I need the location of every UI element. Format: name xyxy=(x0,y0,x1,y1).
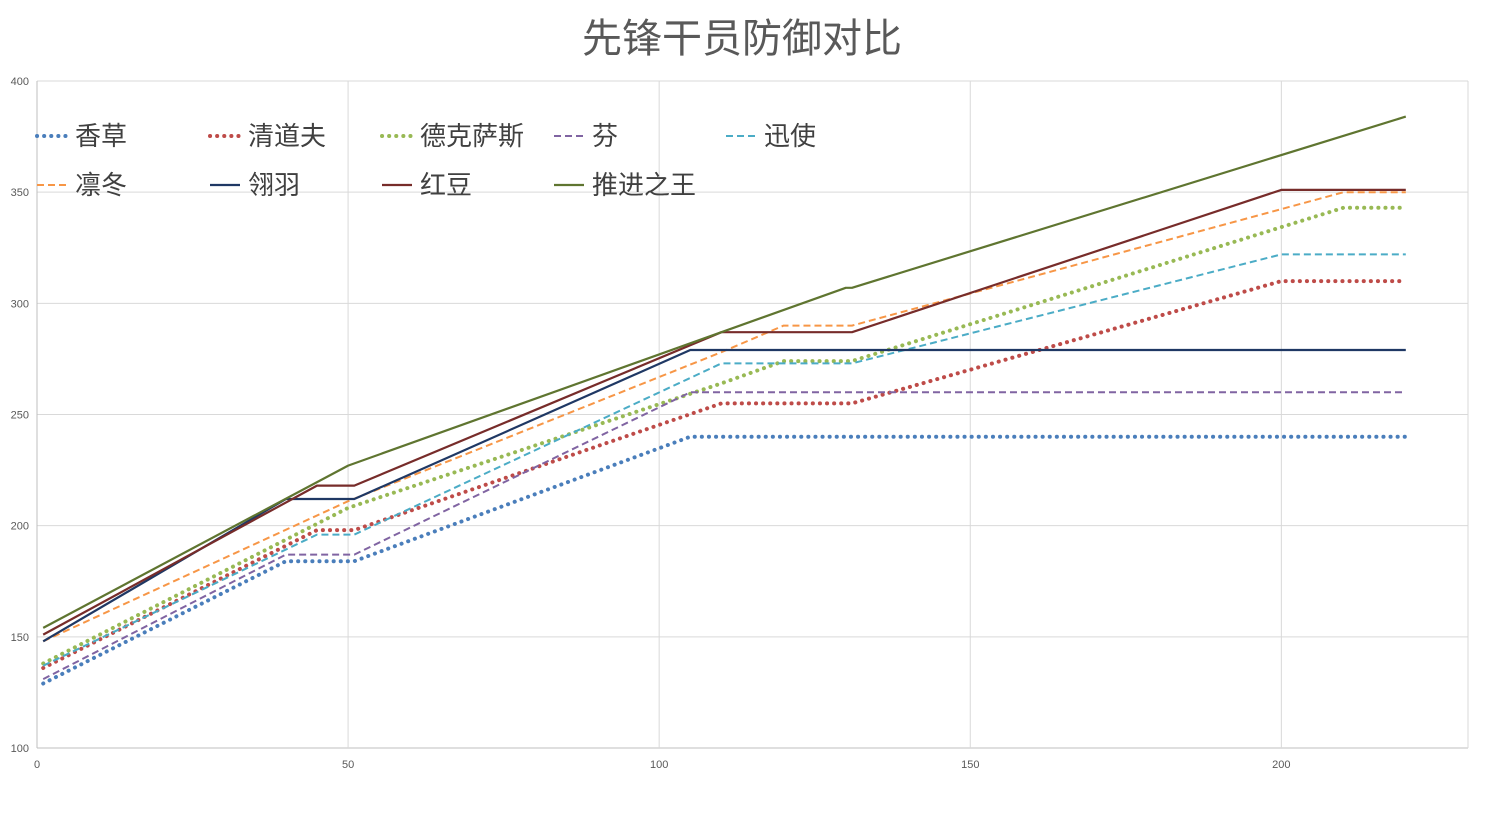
y-tick-label: 150 xyxy=(11,632,29,644)
series-line-4 xyxy=(42,391,1406,680)
legend-label-3: 德克萨斯 xyxy=(420,122,524,152)
series-line-1 xyxy=(41,434,1408,686)
legend-label-6: 凛冬 xyxy=(75,171,127,201)
legend-label-9: 推进之王 xyxy=(592,171,696,201)
series-line-2 xyxy=(41,279,1408,670)
y-tick-label: 350 xyxy=(11,187,29,199)
y-tick-label: 200 xyxy=(11,521,29,533)
x-tick-label: 200 xyxy=(1272,759,1290,771)
series-line-3 xyxy=(41,205,1408,666)
series-line-5 xyxy=(42,253,1406,667)
legend-label-1: 香草 xyxy=(75,122,127,152)
series-lines xyxy=(41,115,1408,686)
x-tick-label: 50 xyxy=(342,759,354,771)
series-line-9 xyxy=(42,115,1407,629)
x-tick-label: 150 xyxy=(961,759,979,771)
legend-label-5: 迅使 xyxy=(764,122,816,152)
y-tick-label: 250 xyxy=(11,410,29,422)
x-axis-ticks: 0 50 100 150 200 xyxy=(34,759,1291,771)
x-tick-label: 0 xyxy=(34,759,40,771)
legend-label-7: 翎羽 xyxy=(248,171,300,201)
chart-title: 先锋干员防御对比 xyxy=(582,16,902,62)
series-line-6 xyxy=(42,191,1406,643)
y-tick-label: 100 xyxy=(11,743,29,755)
legend-label-8: 红豆 xyxy=(420,171,472,201)
y-tick-label: 300 xyxy=(11,298,29,310)
x-tick-label: 100 xyxy=(650,759,668,771)
y-tick-label: 400 xyxy=(11,76,29,88)
legend-label-2: 清道夫 xyxy=(248,122,326,152)
legend-label-4: 芬 xyxy=(592,122,618,152)
grid xyxy=(36,80,1469,749)
y-axis-ticks: 100 150 200 250 300 350 400 xyxy=(11,76,29,755)
